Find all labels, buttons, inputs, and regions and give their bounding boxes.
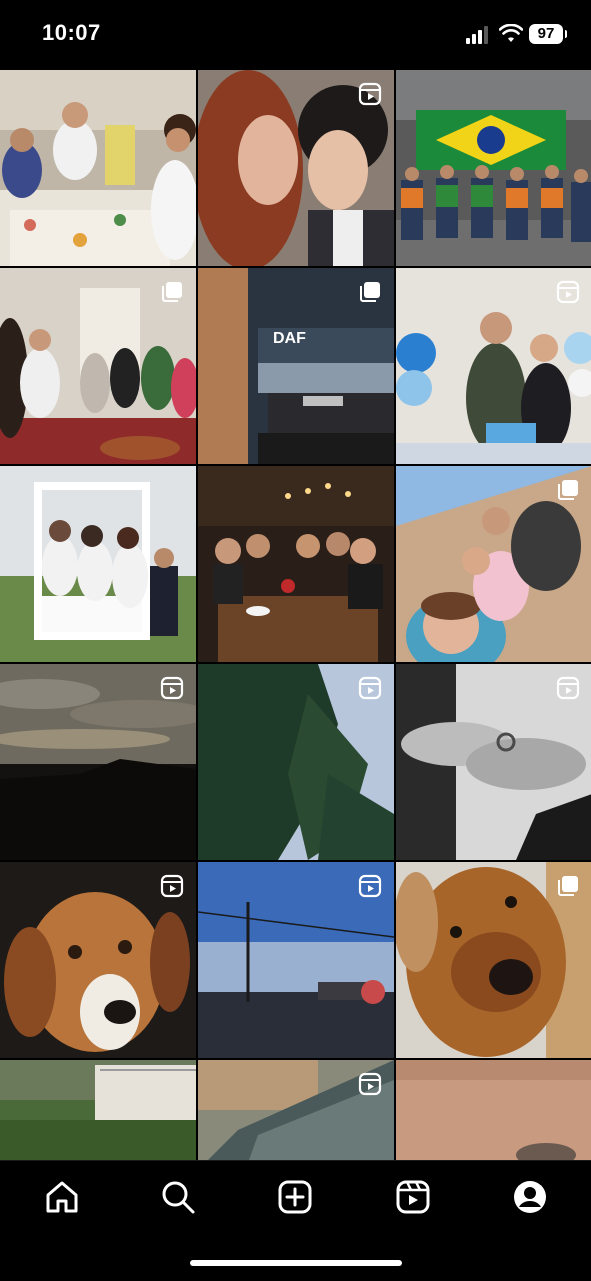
reels-badge-icon	[160, 676, 184, 700]
home-indicator[interactable]	[190, 1260, 402, 1266]
reels-badge-icon	[556, 676, 580, 700]
cloudy-sky-photo	[0, 664, 196, 860]
reels-badge-icon	[358, 1072, 382, 1096]
grid-tile-garden-lawn[interactable]	[0, 1060, 196, 1160]
grid-tile-brown-dog[interactable]	[396, 862, 591, 1058]
truck-team-photo	[396, 70, 591, 266]
wifi-icon	[499, 24, 523, 42]
reels-badge-icon	[358, 82, 382, 106]
dirt-ground-photo	[396, 1060, 591, 1160]
foggy-street-photo	[198, 862, 394, 1058]
profile-post-grid: DAF	[0, 70, 591, 1160]
reels-badge-icon	[160, 874, 184, 898]
grid-tile-birthday-couple[interactable]	[396, 268, 591, 464]
family-gathering-photo	[0, 268, 196, 464]
reels-badge-icon	[358, 676, 382, 700]
search-icon[interactable]	[160, 1179, 196, 1215]
grid-tile-hands-ring[interactable]	[396, 664, 591, 860]
reels-badge-icon	[556, 280, 580, 304]
photo-frame-friends-photo	[0, 466, 196, 662]
grid-tile-car-window[interactable]	[198, 1060, 394, 1160]
cellular-signal-icon	[466, 26, 492, 44]
grid-tile-foggy-street[interactable]	[198, 862, 394, 1058]
tree-sky-photo	[198, 664, 394, 860]
grid-tile-tree-sky[interactable]	[198, 664, 394, 860]
grid-tile-beagle-dog[interactable]	[0, 862, 196, 1058]
brown-dog-photo	[396, 862, 591, 1058]
grid-tile-family-gathering[interactable]	[0, 268, 196, 464]
status-time: 10:07	[42, 20, 101, 45]
grid-tile-dirt-ground[interactable]	[396, 1060, 591, 1160]
beagle-dog-photo	[0, 862, 196, 1058]
battery-indicator: 97	[529, 24, 567, 44]
home-icon[interactable]	[44, 1179, 80, 1215]
reels-badge-icon	[358, 874, 382, 898]
couple-kiss-photo	[198, 70, 394, 266]
grid-tile-couple-kiss[interactable]	[198, 70, 394, 266]
carousel-badge-icon	[558, 876, 578, 896]
grid-tile-selfie-group[interactable]	[396, 466, 591, 662]
carousel-badge-icon	[558, 480, 578, 500]
family-dinner-photo	[0, 70, 196, 266]
grid-tile-daf-truck[interactable]: DAF	[198, 268, 394, 464]
carousel-badge-icon	[360, 282, 380, 302]
garden-lawn-photo	[0, 1060, 196, 1160]
status-bar: 10:07 97	[0, 0, 591, 70]
carousel-badge-icon	[162, 282, 182, 302]
plus-square-icon[interactable]	[277, 1179, 313, 1215]
grid-tile-family-dinner[interactable]	[0, 70, 196, 266]
grid-tile-restaurant-friends[interactable]	[198, 466, 394, 662]
grid-tile-truck-team[interactable]	[396, 70, 591, 266]
profile-icon[interactable]	[512, 1179, 548, 1215]
svg-text:DAF: DAF	[273, 330, 306, 347]
restaurant-friends-photo	[198, 466, 394, 662]
grid-tile-cloudy-sky[interactable]	[0, 664, 196, 860]
reels-icon[interactable]	[395, 1179, 431, 1215]
grid-tile-photo-frame[interactable]	[0, 466, 196, 662]
